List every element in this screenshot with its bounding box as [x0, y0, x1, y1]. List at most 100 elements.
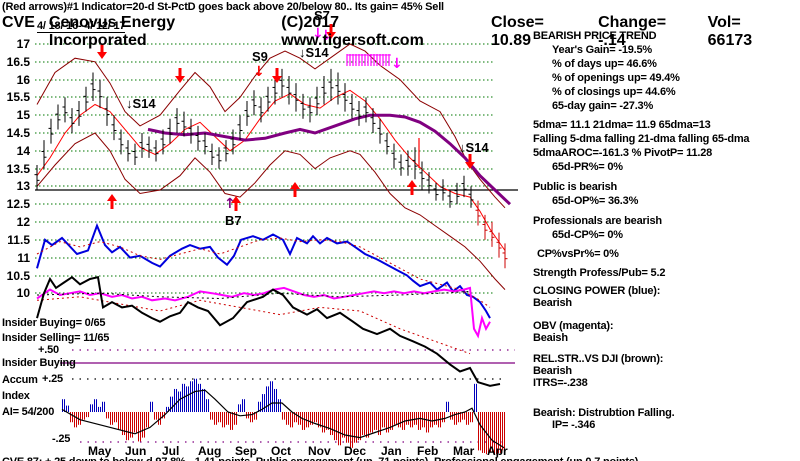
close-value: Close= 10.89 [490, 14, 544, 49]
month-label: Apr [487, 444, 508, 458]
price-gridlines [35, 43, 493, 294]
price-axis-labels: 17 16.5 16 15.5 15 14.5 14 13.5 13 12.5 12 11.5 11 10… [7, 37, 31, 300]
odown-arrow-icon: ↓ [253, 64, 265, 80]
closing-power-line [36, 222, 491, 319]
ip-value: IP= -.346 [552, 419, 596, 431]
days-up: % of days up= 46.6% [552, 58, 657, 70]
mdown-arrow-icon: ↓ [391, 56, 403, 72]
upper-band-line [36, 43, 506, 209]
line-series [36, 43, 512, 387]
public-state: Public is bearish [533, 181, 618, 193]
price-axis-label: 11 [17, 251, 30, 265]
plus25-label: +.25 [42, 373, 63, 385]
price-axis-label: 17 [17, 37, 31, 51]
aroc-pivot: 5dmaAROC=-161.3 % PivotP= 11.28 [533, 147, 713, 159]
index-label: Index [2, 390, 30, 402]
price-axis-label: 16.5 [7, 55, 31, 69]
month-label: Jun [125, 444, 146, 458]
obv-line [36, 286, 491, 339]
bottom-status-strip: CVE 87: +.25 down to below-d 97.8% - 1.4… [2, 456, 638, 461]
closing-power-title: CLOSING POWER (blue): [533, 285, 661, 297]
price-axis-label: 13 [17, 179, 31, 193]
dma-65-line [147, 113, 512, 206]
price-axis-label: 14 [17, 144, 31, 158]
price-axis-label: 10 [17, 286, 31, 300]
distribution-state: Bearish: Distrubtion Falling. [533, 407, 675, 419]
month-label: Jul [162, 444, 179, 458]
month-axis-labels: May Jun Jul Aug Sep Oct Nov Dec Jan Feb Mar Apr [88, 444, 508, 458]
minus25-label: -.25 [52, 433, 71, 445]
ai-histogram [62, 378, 505, 455]
obv-ma-black-line [36, 290, 471, 300]
pr-65d: 65d-PR%= 0% [552, 161, 623, 173]
plus50-label: +.50 [38, 344, 59, 356]
cp-65d: 65d-CP%= 0% [552, 229, 623, 241]
accum-label: Accum [2, 374, 38, 386]
copyright: (C)2017 www.tigersoft.com [281, 14, 424, 49]
cp-vs-pr: CP%vsPr%= 0% [537, 248, 619, 260]
years-gain: Year's Gain= -19.5% [552, 44, 653, 56]
mdown-arrow-icon: ↓ [312, 26, 324, 42]
price-line-line [36, 275, 501, 387]
price-axis-label: 12 [17, 215, 31, 229]
month-label: May [88, 444, 112, 458]
signal-label: ↓S14 [126, 96, 156, 111]
price-axis-label: 15.5 [7, 90, 31, 104]
price-axis-label: 13.5 [7, 162, 31, 176]
professionals-state: Professionals are bearish [533, 215, 662, 227]
rel-str-state: Bearish [533, 365, 572, 377]
signal-label: S9 [252, 49, 268, 64]
pup-arrow-icon: ↑ [224, 196, 236, 212]
price-axis-label: 10.5 [7, 269, 31, 283]
closings-up: % of closings up= 44.6% [552, 86, 676, 98]
change-value: Change= -.14 [598, 14, 667, 49]
month-label: Mar [453, 444, 475, 458]
price-axis-label: 15 [17, 108, 31, 122]
reference-lines [35, 189, 518, 443]
month-label: Sep [235, 444, 257, 458]
dma-values: 5dma= 11.1 21dma= 11.9 65dma=13 [533, 119, 711, 131]
price-axis-label: 14.5 [7, 126, 31, 140]
itrs-value: ITRS=-.238 [533, 377, 588, 389]
ai-ma-line [61, 389, 505, 449]
rel-str-title: REL.STR..VS DJI (brown): [533, 353, 664, 365]
price-bars [34, 68, 508, 269]
obv-title: OBV (magenta): [533, 320, 614, 332]
month-label: Dec [344, 444, 366, 458]
month-label: Nov [308, 444, 331, 458]
date-range: 4/ 18/ 16- 4/ 12/ 17 [37, 20, 126, 33]
lower-band-line [36, 132, 506, 290]
month-label: Aug [198, 444, 221, 458]
gain-65d: 65-day gain= -27.3% [552, 100, 654, 112]
closing-power-state: Bearish [533, 297, 572, 309]
price-axis-label: 11.5 [7, 233, 30, 247]
openings-up: % of openings up= 49.4% [552, 72, 680, 84]
volume-value: Vol= 66173 [707, 14, 753, 49]
signal-label: ↓S14 [299, 45, 329, 60]
ai-line [61, 389, 505, 449]
month-label: Jan [381, 444, 402, 458]
indicator-title: (Red arrows)#1 Indicator=20-d St-PctD go… [2, 1, 444, 13]
strength-ratio: Strength Profess/Pub= 5.2 [533, 267, 666, 279]
insider-buying-label: Insider Buying [2, 357, 76, 369]
signal-label: ↓S14 [459, 140, 489, 155]
signal-label: S7 [314, 8, 330, 23]
month-label: Feb [417, 444, 438, 458]
price-axis-label: 16 [17, 73, 31, 87]
signal-label: B7 [225, 213, 242, 228]
company-name: Cenovus Energy Incorporated [48, 14, 176, 49]
obv-state: Beaish [533, 332, 568, 344]
ai-ratio: AI= 54/200 [2, 406, 55, 418]
trend-title: BEARISH PRICE TREND [533, 30, 657, 42]
insider-selling-count: Insider Selling= 11/65 [2, 332, 110, 344]
dma-falling: Falling 5-dma falling 21-dma falling 65-… [533, 133, 750, 145]
insider-buying-count: Insider Buying= 0/65 [2, 317, 106, 329]
mdown-arrow-icon: ↓ [320, 28, 332, 44]
quote-header: CVE Cenovus Energy Incorporated (C)2017 … [2, 14, 800, 50]
price-axis-label: 12.5 [7, 197, 31, 211]
month-label: Oct [271, 444, 291, 458]
ticker-symbol: CVE [2, 14, 35, 31]
op-65d: 65d-OP%= 36.3% [552, 195, 639, 207]
